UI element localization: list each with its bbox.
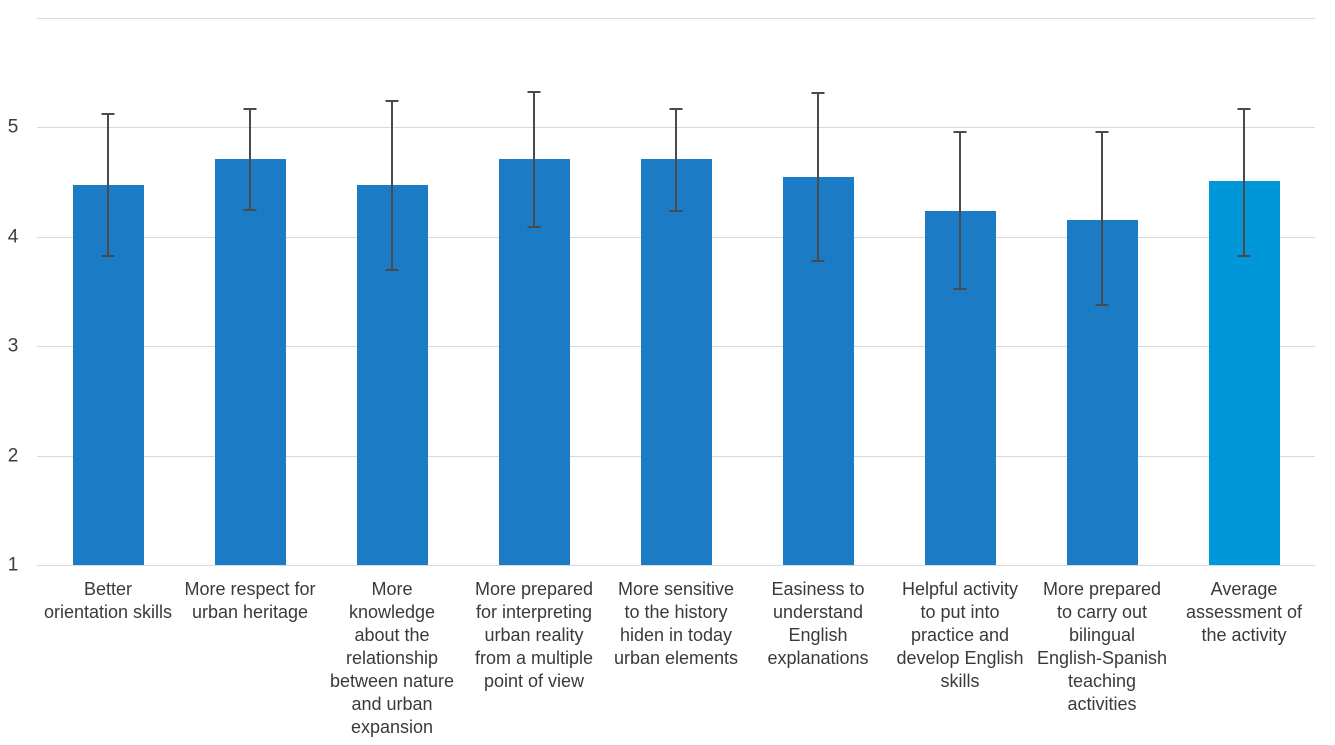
- y-axis-tick-label: 2: [7, 445, 19, 467]
- error-bar-bottom-cap: [669, 210, 683, 212]
- category-label-line: urban heritage: [191, 602, 309, 622]
- category-label-line: English-Spanish: [1036, 648, 1168, 668]
- category-label-line: More: [371, 579, 413, 599]
- category-label-line: from a multiple: [474, 648, 594, 668]
- category-label-line: relationship: [345, 648, 439, 668]
- category-label-line: explanations: [767, 648, 869, 668]
- category-label-line: assessment of: [1185, 602, 1303, 622]
- error-bar-top-cap: [669, 108, 683, 110]
- category-label-line: point of view: [483, 671, 585, 691]
- error-bar-bottom-cap: [1237, 255, 1251, 257]
- category-label-line: Easiness to: [771, 579, 865, 599]
- error-bar: [385, 100, 399, 271]
- category-label-line: skills: [940, 671, 980, 691]
- category-label-line: about the: [354, 625, 430, 645]
- category-label-line: develop English: [896, 648, 1024, 668]
- error-bar: [811, 92, 825, 262]
- y-axis-tick-label: 3: [7, 335, 19, 357]
- category-label: More sensitive to the history hiden in tod…: [614, 578, 800, 670]
- y-axis-tick-label: 1: [7, 554, 19, 576]
- error-bar-top-cap: [243, 108, 257, 110]
- bar: [641, 159, 712, 565]
- category-label: More prepared to carry out bilingual Englis…: [1037, 578, 1232, 716]
- y-axis-tick-label: 5: [7, 116, 19, 138]
- error-bar-bottom-cap: [385, 269, 399, 271]
- error-bar: [243, 108, 257, 211]
- category-label-line: between nature: [329, 671, 455, 691]
- category-label-line: knowledge: [348, 602, 436, 622]
- category-label: Helpful activity to put into practice and d…: [896, 578, 1087, 693]
- category-label-line: More prepared: [1042, 579, 1162, 599]
- category-label-line: activities: [1067, 694, 1137, 714]
- category-label: Average assessment of the activity: [1186, 578, 1335, 647]
- error-bar-top-cap: [101, 113, 115, 115]
- category-label-line: More prepared: [474, 579, 594, 599]
- category-label-line: understand: [772, 602, 864, 622]
- error-bar-top-cap: [811, 92, 825, 94]
- error-bar-bottom-cap: [243, 209, 257, 211]
- error-bar-bottom-cap: [101, 255, 115, 257]
- category-label: More knowledge about the relationship betwee…: [330, 578, 516, 739]
- category-label: Easiness to understand English explanations: [767, 578, 919, 670]
- error-bar: [101, 113, 115, 257]
- error-bar-top-cap: [1095, 131, 1109, 133]
- gridline: [37, 18, 1315, 19]
- category-label-line: Average: [1210, 579, 1278, 599]
- category-label: More respect for urban heritage: [184, 578, 381, 624]
- error-bar-bottom-cap: [527, 226, 541, 228]
- error-bar: [953, 131, 967, 290]
- error-bar-top-cap: [953, 131, 967, 133]
- category-label-line: bilingual: [1068, 625, 1136, 645]
- category-label-line: More respect for: [184, 579, 316, 599]
- category-label-line: Better: [83, 579, 133, 599]
- category-label-line: to carry out: [1056, 602, 1148, 622]
- category-label-line: orientation skills: [43, 602, 173, 622]
- error-bar-top-cap: [385, 100, 399, 102]
- error-bar: [1237, 108, 1251, 257]
- category-label-line: hiden in today: [619, 625, 733, 645]
- bar: [215, 159, 286, 565]
- category-label-line: the activity: [1201, 625, 1287, 645]
- category-label-line: for interpreting: [475, 602, 593, 622]
- category-label-line: urban elements: [613, 648, 739, 668]
- category-label-line: More sensitive: [617, 579, 735, 599]
- error-bar-top-cap: [1237, 108, 1251, 110]
- error-bar-bottom-cap: [811, 260, 825, 262]
- gridline: [37, 565, 1315, 566]
- category-label-line: practice and: [910, 625, 1010, 645]
- category-label-line: English: [788, 625, 848, 645]
- error-bar-bottom-cap: [953, 288, 967, 290]
- error-bar: [527, 91, 541, 228]
- error-bar: [1095, 131, 1109, 306]
- error-bar-top-cap: [527, 91, 541, 93]
- category-label: More prepared for interpreting urban reali…: [475, 578, 652, 693]
- category-label-line: expansion: [350, 717, 434, 737]
- category-label: Better orientation skills: [44, 578, 236, 624]
- category-label-line: urban reality: [484, 625, 584, 645]
- category-label-line: Helpful activity: [901, 579, 1019, 599]
- category-label-line: teaching: [1067, 671, 1137, 691]
- category-label-line: to put into: [920, 602, 1000, 622]
- error-bar-bottom-cap: [1095, 304, 1109, 306]
- category-label-line: to the history: [624, 602, 728, 622]
- y-axis-tick-label: 4: [7, 226, 19, 248]
- error-bar: [669, 108, 683, 212]
- category-label-line: and urban: [351, 694, 433, 714]
